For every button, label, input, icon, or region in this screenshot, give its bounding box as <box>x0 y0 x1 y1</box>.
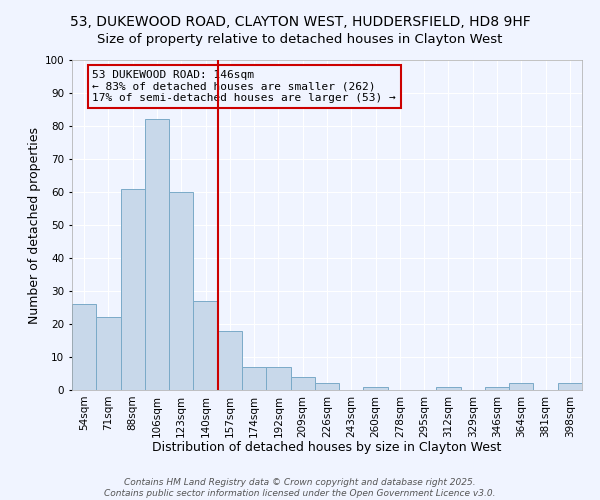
Bar <box>242 367 266 390</box>
Bar <box>315 384 339 390</box>
Bar <box>96 318 121 390</box>
Text: 53, DUKEWOOD ROAD, CLAYTON WEST, HUDDERSFIELD, HD8 9HF: 53, DUKEWOOD ROAD, CLAYTON WEST, HUDDERS… <box>70 15 530 29</box>
Bar <box>121 188 145 390</box>
Bar <box>169 192 193 390</box>
Bar <box>509 384 533 390</box>
Text: 53 DUKEWOOD ROAD: 146sqm
← 83% of detached houses are smaller (262)
17% of semi-: 53 DUKEWOOD ROAD: 146sqm ← 83% of detach… <box>92 70 396 103</box>
X-axis label: Distribution of detached houses by size in Clayton West: Distribution of detached houses by size … <box>152 441 502 454</box>
Bar <box>485 386 509 390</box>
Bar <box>436 386 461 390</box>
Bar <box>364 386 388 390</box>
Y-axis label: Number of detached properties: Number of detached properties <box>28 126 41 324</box>
Bar <box>290 377 315 390</box>
Text: Size of property relative to detached houses in Clayton West: Size of property relative to detached ho… <box>97 32 503 46</box>
Bar <box>145 120 169 390</box>
Bar <box>558 384 582 390</box>
Bar <box>218 330 242 390</box>
Bar <box>266 367 290 390</box>
Text: Contains HM Land Registry data © Crown copyright and database right 2025.
Contai: Contains HM Land Registry data © Crown c… <box>104 478 496 498</box>
Bar <box>72 304 96 390</box>
Bar <box>193 301 218 390</box>
